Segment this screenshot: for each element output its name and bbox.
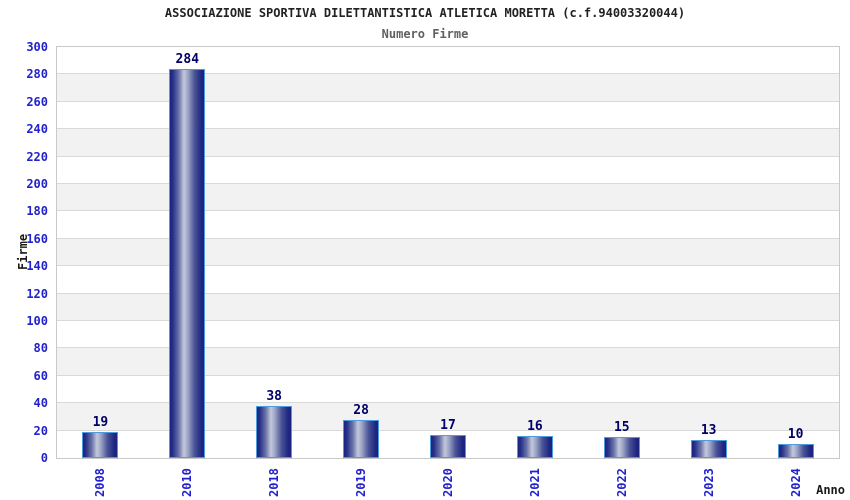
y-tick-label: 300 [26, 40, 48, 54]
chart-title: ASSOCIAZIONE SPORTIVA DILETTANTISTICA AT… [164, 6, 686, 20]
bar-value-label: 38 [266, 389, 283, 404]
y-tick-label: 0 [40, 451, 48, 465]
gridline [57, 347, 839, 349]
bar-value-label: 13 [700, 423, 717, 438]
bar [430, 435, 466, 458]
y-tick-label: 260 [26, 94, 48, 109]
bar-value-label: 17 [440, 418, 456, 433]
x-tick-label: 2020 [441, 468, 455, 497]
x-tick-label: 2024 [788, 468, 803, 497]
bar [256, 406, 293, 458]
bar [82, 432, 119, 458]
bar-value-label: 15 [613, 420, 630, 435]
gridline [57, 73, 839, 75]
y-tick-label: 120 [26, 286, 48, 301]
y-tick-label: 240 [26, 122, 48, 137]
bar-value-label: 10 [787, 427, 804, 442]
bar-value-label: 16 [527, 419, 543, 434]
y-axis: 0 20 40 60 80 100 120 140 160 180 200 220 240 260 280 3… [0, 41, 48, 464]
y-tick-label: 280 [26, 67, 48, 82]
bar-value-label: 19 [92, 415, 109, 430]
y-tick-label: 40 [33, 396, 48, 411]
bar-value-label: 284 [175, 52, 200, 67]
gridline [57, 183, 839, 184]
bar [169, 69, 206, 458]
x-axis: 2008 2010 2018 2019 2020 2021 2022 2023 2024 [57, 459, 839, 500]
y-tick-label: 100 [26, 314, 48, 328]
y-tick-label: 20 [33, 423, 48, 438]
x-tick-label: 2010 [180, 468, 195, 497]
gridline [57, 402, 839, 404]
y-tick-label: 60 [33, 368, 48, 383]
gridline [57, 100, 839, 102]
plot-area: 19 284 38 28 17 16 15 13 10 [56, 46, 840, 459]
y-tick-label: 160 [26, 231, 48, 246]
x-tick-label: 2018 [267, 468, 282, 497]
x-tick-label: 2022 [614, 468, 629, 497]
y-tick-label: 140 [26, 259, 48, 274]
gridline [57, 292, 839, 294]
gridline [57, 155, 839, 157]
gridline [57, 128, 839, 130]
x-tick-label: 2023 [701, 468, 716, 497]
x-tick-label: 2019 [354, 468, 369, 497]
gridline [57, 374, 839, 376]
x-tick-label: 2021 [527, 468, 542, 497]
bar [603, 437, 640, 458]
y-tick-label: 80 [33, 341, 48, 356]
chart-subtitle: Numero Firme [381, 27, 469, 41]
gridline [57, 210, 839, 212]
y-tick-label: 180 [26, 204, 48, 219]
bar [777, 444, 814, 458]
bar [690, 440, 727, 458]
gridline [57, 320, 839, 321]
y-tick-label: 200 [26, 177, 48, 191]
x-axis-title: Anno [816, 483, 845, 497]
x-tick-label: 2008 [93, 468, 108, 497]
y-tick-label: 220 [26, 149, 48, 164]
gridline [57, 237, 839, 239]
bar [516, 436, 553, 458]
bar [343, 420, 380, 458]
gridline [57, 429, 839, 431]
bar-value-label: 28 [353, 403, 369, 418]
gridline [57, 265, 839, 267]
